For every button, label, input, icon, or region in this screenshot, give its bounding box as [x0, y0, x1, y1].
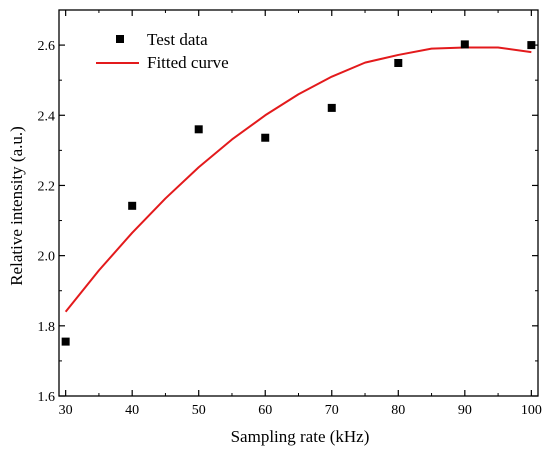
x-tick-label: 60 — [258, 403, 272, 418]
x-axis-title: Sampling rate (kHz) — [231, 427, 370, 446]
data-point — [460, 40, 469, 49]
fitted-curve-line — [64, 46, 532, 313]
data-point — [128, 201, 137, 210]
data-point — [261, 133, 270, 142]
legend: Test data Fitted curve — [96, 30, 229, 72]
x-tick-label: 40 — [125, 403, 139, 418]
y-tick-label: 1.8 — [38, 320, 56, 335]
x-tick-label: 50 — [192, 403, 206, 418]
data-point — [394, 58, 403, 67]
y-tick-label: 2.4 — [38, 109, 56, 124]
y-tick-label: 1.6 — [38, 390, 56, 405]
plot-area — [61, 40, 536, 346]
x-tick-label: 30 — [59, 403, 73, 418]
data-point — [61, 337, 70, 346]
data-point — [327, 103, 336, 112]
axes: 30 40 50 60 70 80 90 100 1.6 1.8 2.0 2.2 2.4 2.6 — [38, 9, 542, 418]
data-point — [194, 125, 203, 134]
y-tick-label: 2.6 — [38, 39, 56, 54]
y-tick-label: 2.0 — [38, 250, 56, 265]
x-tick-label: 70 — [325, 403, 339, 418]
x-tick-label: 100 — [521, 403, 542, 418]
x-tick-label: 90 — [458, 403, 472, 418]
legend-label-fitted-curve: Fitted curve — [147, 53, 229, 72]
y-tick-label: 2.2 — [38, 179, 56, 194]
x-tick-label: 80 — [391, 403, 405, 418]
legend-label-test-data: Test data — [147, 30, 208, 49]
data-point — [527, 41, 536, 50]
y-axis-title: Relative intensity (a.u.) — [7, 126, 26, 286]
legend-marker-test-data — [116, 35, 124, 43]
